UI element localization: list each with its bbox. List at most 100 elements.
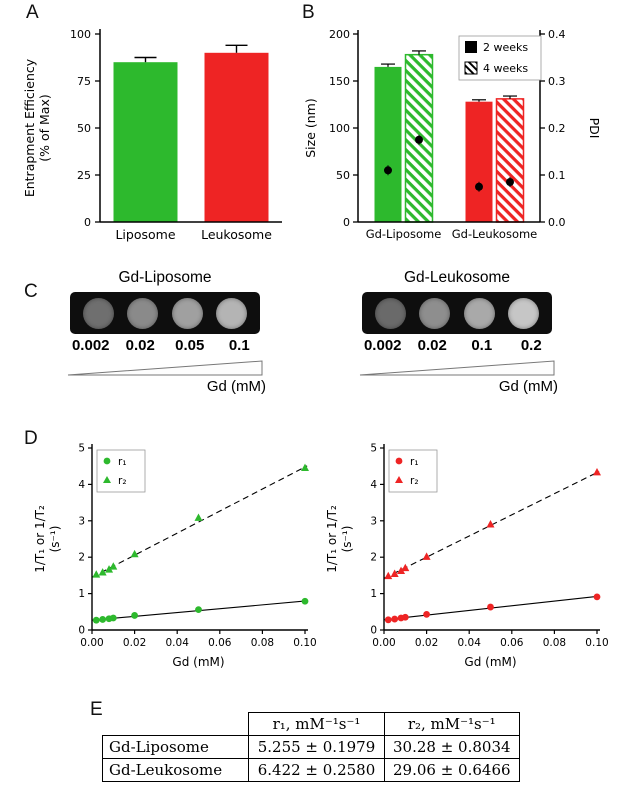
phantom-image-liposome [70,292,260,334]
concentration-label: 0.1 [228,337,250,354]
svg-text:PDI: PDI [587,118,602,139]
phantom-well [375,297,407,329]
row-label-gd-leukosome: Gd-Leukosome [102,758,249,782]
svg-text:0.00: 0.00 [372,637,395,649]
data-point-r1 [109,614,117,622]
panel-label-e: E [90,699,103,720]
svg-text:(% of Max): (% of Max) [37,94,52,161]
svg-text:0.08: 0.08 [251,637,274,649]
svg-text:3: 3 [78,515,85,527]
relaxivity-table-wrap: r₁, mM⁻¹s⁻¹ r₂, mM⁻¹s⁻¹ Gd-Liposome 5.25… [102,712,520,782]
svg-text:3: 3 [370,515,377,527]
data-point-r2 [384,571,393,580]
fit-line-r2 [91,465,308,578]
svg-text:0.10: 0.10 [585,637,608,649]
size-pdi-chart: 0 50 100 150 200 0.0 0.1 0.2 0.3 0.4 Gd-Liposome Gd… [298,10,618,265]
svg-text:0.10: 0.10 [293,637,316,649]
svg-text:0: 0 [370,625,377,637]
gd-mm-label-liposome: Gd (mM) [206,378,266,395]
data-point-r1 [391,615,399,623]
svg-text:Gd (mM): Gd (mM) [172,655,224,669]
phantom-well [419,297,451,329]
svg-text:r₁: r₁ [410,456,419,468]
panel-label-b: B [302,2,315,23]
svg-text:5: 5 [78,443,85,455]
data-point-r1 [593,593,601,601]
svg-text:0.1: 0.1 [548,169,566,182]
svg-text:0.00: 0.00 [80,637,103,649]
concentration-label: 0.002 [363,337,402,354]
bar-chart-a: 0 25 50 75 100 Liposome Leukosome Entrapment Ef… [22,28,282,242]
table-corner-cell [103,713,249,736]
svg-text:0.3: 0.3 [548,75,566,88]
data-point-r2 [397,566,406,575]
legend-swatch-2weeks [465,41,477,53]
bar-gd-liposome-2wk [374,66,402,223]
svg-text:r₁: r₁ [118,456,127,468]
svg-text:4: 4 [78,479,85,491]
svg-text:Entrapment Efficiency: Entrapment Efficiency [22,58,37,197]
data-point-r2 [390,569,399,577]
data-point-r2 [194,513,203,521]
data-point-r1 [92,616,100,624]
table-header-r2: r₂, mM⁻¹s⁻¹ [384,712,520,736]
svg-text:0.06: 0.06 [208,637,232,649]
r1-value-gd-leukosome: 6.422 ± 0.2580 [248,758,385,782]
bar-gd-leukosome-4wk [495,98,525,223]
data-point-r2 [593,467,601,476]
relaxivity-chart-liposome: 0 1 2 3 4 5 0.00 0.02 0.04 0.06 0.08 0.10 1/T₁ or 1/… [28,432,318,695]
data-point-r1 [301,597,309,605]
svg-text:0.02: 0.02 [123,637,146,649]
phantom-well [507,297,539,329]
legend-swatch-4weeks [464,61,478,75]
legend-marker-r1 [103,457,111,465]
bar-leukosome [204,52,269,222]
svg-text:2: 2 [370,552,377,564]
phantom-well [171,297,203,329]
concentration-label: 0.1 [471,337,493,354]
svg-text:(s⁻¹): (s⁻¹) [48,526,62,553]
svg-text:2: 2 [78,552,85,564]
data-point-r2 [92,570,101,578]
data-point-r1 [401,613,409,621]
r2-value-gd-liposome: 30.28 ± 0.8034 [384,735,520,759]
phantom-well [127,297,159,329]
bar-gd-leukosome-2wk [465,101,493,222]
data-point-r1 [99,616,107,623]
bar-chart-b: 0 50 100 150 200 0.0 0.1 0.2 0.3 0.4 Gd-Liposome Gd… [303,28,602,241]
svg-text:1/T₁ or 1/T₂: 1/T₁ or 1/T₂ [325,505,339,573]
svg-text:100: 100 [329,122,350,135]
data-point-r1 [131,612,138,619]
phantom-well [83,297,115,329]
panel-label-a: A [26,2,39,23]
concentration-labels-liposome: 0.002 0.02 0.05 0.1 [66,337,264,354]
svg-text:75: 75 [77,75,91,88]
bar-liposome [113,62,178,223]
svg-text:50: 50 [77,122,91,135]
svg-text:0.2: 0.2 [548,122,566,135]
table-row-gd-liposome: Gd-Liposome 5.255 ± 0.1979 30.28 ± 0.803… [102,735,520,759]
svg-text:150: 150 [329,75,350,88]
svg-text:0.04: 0.04 [458,637,482,649]
pdi-dot-gd-liposome [384,166,392,175]
data-point-r2 [109,562,118,570]
svg-text:0.08: 0.08 [543,637,566,649]
legend-marker-r1 [395,457,403,465]
svg-text:Size (nm): Size (nm) [303,98,318,158]
scatter-chart: 0 1 2 3 4 5 0.00 0.02 0.04 0.06 0.08 0.10 1/T₁ or 1/… [33,443,317,670]
svg-text:Leukosome: Leukosome [201,227,272,242]
pdi-dot-gd-leukosome [506,178,514,187]
phantom-well [215,297,247,329]
r1-value-gd-liposome: 5.255 ± 0.1979 [248,735,385,759]
svg-text:0.0: 0.0 [548,216,566,229]
legend-marker-r2 [395,476,403,483]
gradient-wedge-liposome [67,360,263,376]
panel-label-c: C [24,281,38,302]
pdi-dot-gd-liposome [415,135,423,144]
svg-text:1/T₁ or 1/T₂: 1/T₁ or 1/T₂ [33,505,47,573]
svg-text:0.06: 0.06 [500,637,524,649]
phantom-image-leukosome [362,292,552,334]
data-point-r1 [487,603,494,611]
table-header-row: r₁, mM⁻¹s⁻¹ r₂, mM⁻¹s⁻¹ [103,712,520,736]
